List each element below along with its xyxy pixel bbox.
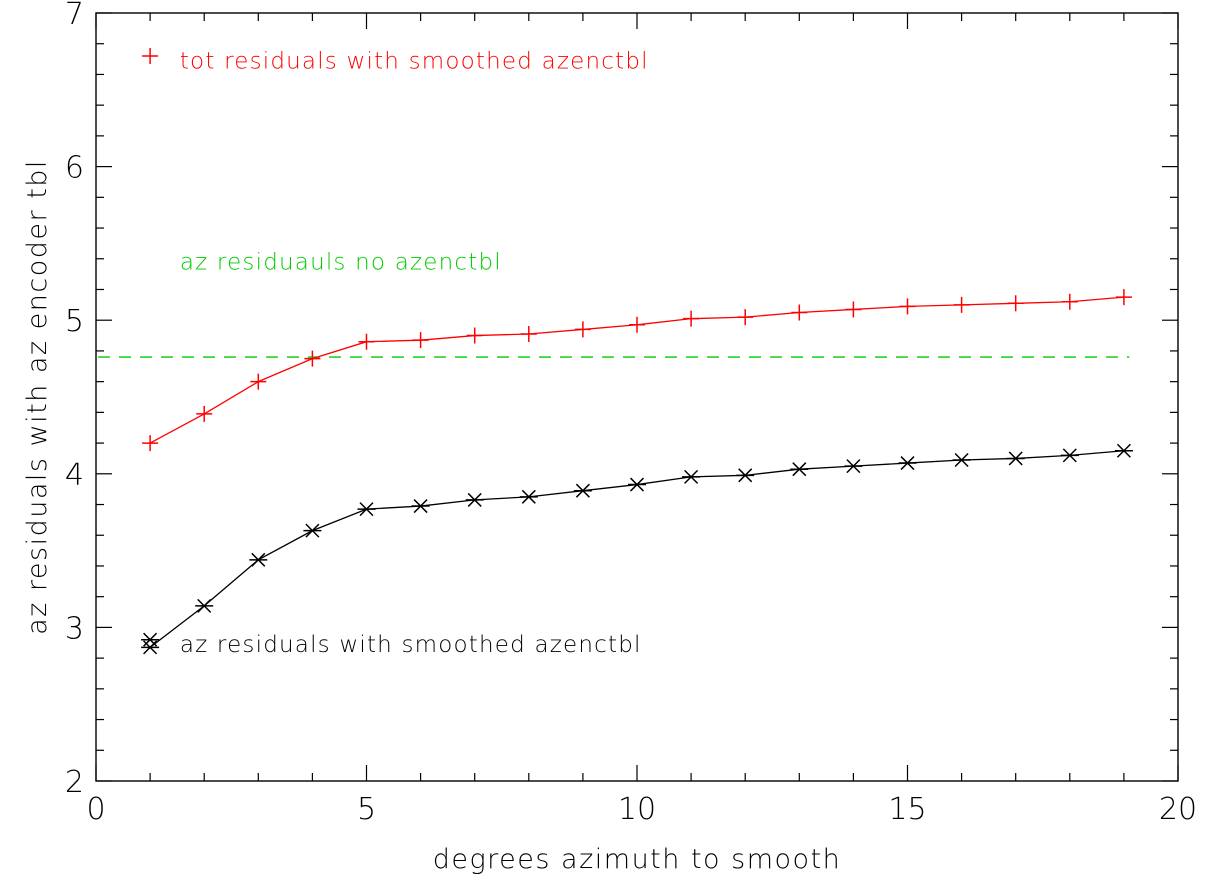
data-point-tot-residuals [737, 309, 754, 326]
data-point-tot-residuals [683, 310, 700, 327]
x-tick-label: 0 [86, 792, 105, 827]
data-point-tot-residuals [466, 327, 483, 344]
data-point-az-residuals [519, 489, 538, 504]
y-axis-label: az residuals with az encoder tbl [22, 159, 53, 635]
data-point-tot-residuals [953, 296, 970, 313]
x-tick-label: 15 [888, 792, 926, 827]
data-point-az-residuals [628, 477, 646, 492]
data-point-tot-residuals [142, 435, 159, 452]
data-point-tot-residuals [412, 332, 429, 349]
annotations: tot residuals with smoothed azenctbl az … [141, 48, 649, 658]
data-point-az-residuals [1060, 448, 1079, 463]
data-point-tot-residuals [304, 350, 321, 367]
legend-label-az-residuals: az residuals with smoothed azenctbl [180, 632, 642, 658]
data-point-az-residuals [898, 456, 917, 471]
x-tick-label: 20 [1159, 792, 1197, 827]
data-point-tot-residuals [1007, 295, 1024, 312]
y-tick-label: 7 [65, 0, 84, 32]
data-point-tot-residuals [1115, 289, 1132, 306]
y-tick-label: 3 [65, 611, 84, 646]
data-point-az-residuals [844, 459, 863, 474]
data-point-tot-residuals [899, 298, 916, 315]
legend-label-no-azenctbl: az residuauls no azenctbl [180, 250, 502, 276]
data-point-az-residuals [411, 499, 430, 514]
x-tick-label: 10 [618, 792, 656, 827]
data-point-tot-residuals [574, 321, 591, 338]
legend-marker-az-residuals [141, 632, 160, 647]
data-point-tot-residuals [1061, 293, 1078, 310]
legend-marker-tot-residuals [142, 48, 159, 65]
data-point-az-residuals [682, 469, 701, 484]
x-axis-label: degrees azimuth to smooth [433, 844, 842, 875]
plot-axes: 0 5 10 15 20 2 3 4 5 6 7 [65, 0, 1197, 827]
data-point-tot-residuals [250, 373, 267, 390]
y-tick-label: 5 [65, 304, 84, 339]
data-point-tot-residuals [791, 304, 808, 321]
data-point-az-residuals [790, 462, 809, 477]
data-point-az-residuals [303, 523, 322, 538]
series-line-az-residuals [149, 450, 1124, 648]
data-point-az-residuals [1114, 443, 1133, 458]
data-point-az-residuals [357, 502, 376, 517]
series-layer [98, 289, 1133, 655]
data-point-az-residuals [195, 598, 214, 613]
x-tick-label: 5 [357, 792, 376, 827]
y-tick-label: 6 [65, 151, 84, 186]
legend-label-tot-residuals: tot residuals with smoothed azenctbl [180, 48, 649, 74]
data-point-az-residuals [952, 452, 971, 468]
data-point-az-residuals [1006, 451, 1025, 466]
data-point-tot-residuals [629, 316, 645, 333]
data-point-az-residuals [573, 483, 592, 498]
data-point-tot-residuals [845, 301, 862, 318]
data-point-az-residuals [736, 468, 755, 483]
data-point-tot-residuals [520, 326, 537, 343]
data-point-az-residuals [465, 492, 484, 507]
data-point-tot-residuals [358, 333, 375, 350]
y-tick-label: 2 [65, 765, 84, 800]
y-tick-label: 4 [65, 458, 84, 493]
plot-frame [95, 12, 1179, 782]
data-point-tot-residuals [196, 405, 213, 422]
data-point-az-residuals [249, 552, 268, 567]
